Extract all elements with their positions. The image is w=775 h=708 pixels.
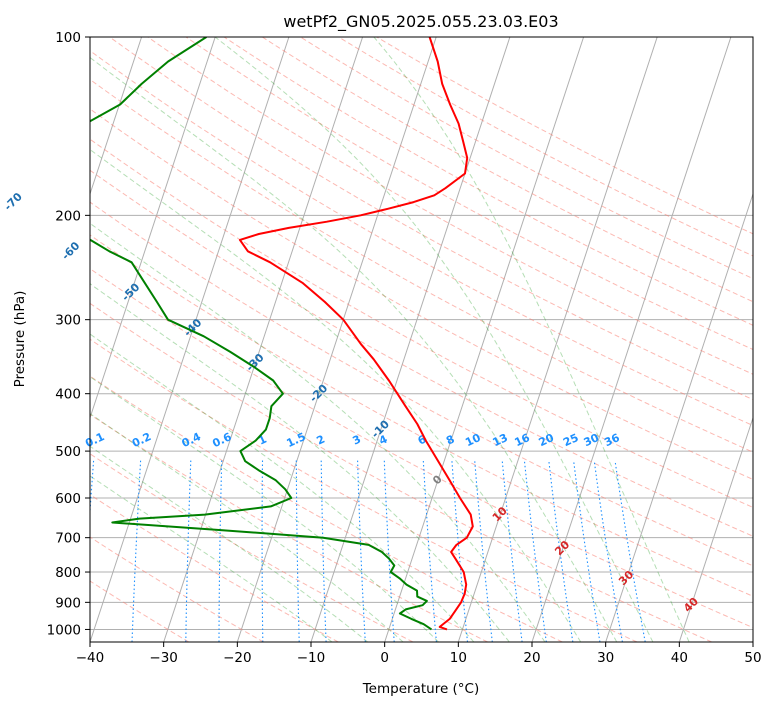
chart-title: wetPf2_GN05.2025.055.23.03.E03	[283, 12, 558, 32]
isotherm-line	[457, 37, 658, 642]
x-tick-label: 20	[523, 650, 540, 666]
y-tick-label: 1000	[47, 622, 81, 638]
moist-adiabat	[373, 37, 690, 642]
mixing-ratio-line	[548, 460, 574, 642]
mixing-ratio-line	[523, 460, 547, 642]
mixing-ratio-label: 25	[561, 431, 580, 449]
dry-adiabat	[90, 201, 753, 567]
isotherm-line	[90, 37, 143, 196]
dry-adiabat	[90, 78, 753, 453]
dry-adiabat	[223, 37, 753, 326]
moist-adiabat	[90, 475, 333, 642]
dry-adiabat	[90, 494, 339, 642]
dry-adiabat	[109, 37, 753, 401]
pressure-gridlines	[90, 37, 753, 630]
x-tick-label: 0	[380, 650, 389, 666]
background-lines	[90, 37, 753, 642]
x-tick-label: −30	[149, 650, 178, 666]
mixing-ratio-label: 36	[602, 431, 622, 449]
dry-adiabat	[147, 37, 753, 375]
mixing-ratio-label: 30	[582, 431, 602, 449]
dry-adiabat	[90, 302, 712, 642]
dry-adiabat	[376, 37, 753, 235]
dry-adiabat	[90, 268, 753, 629]
y-axis-label: Pressure (hPa)	[12, 291, 28, 388]
moist-adiabat	[90, 445, 368, 642]
plot-frame	[89, 36, 754, 643]
mixing-ratio-label: 16	[513, 431, 533, 449]
isotherm-line	[678, 416, 753, 642]
temperature-profile-line	[238, 37, 474, 631]
x-tick-label: −40	[76, 650, 105, 666]
mixing-ratio-label: 10	[463, 431, 483, 449]
y-tick-label: 900	[55, 595, 81, 611]
moist-adiabat	[90, 148, 582, 642]
isotherm-line	[163, 37, 364, 642]
moist-adiabat	[214, 37, 654, 642]
x-tick-label: −20	[223, 650, 252, 666]
dry-adiabat	[262, 37, 753, 303]
x-tick-label: 50	[744, 650, 761, 666]
x-axis: −40 −30 −20 −10 0 10 20 30 40 50	[76, 642, 762, 666]
moist-adiabat	[90, 376, 439, 642]
mixing-ratio-lines	[90, 460, 646, 642]
y-tick-label: 600	[55, 491, 81, 507]
mixing-ratio-line	[501, 460, 523, 642]
dry-adiabat	[90, 453, 414, 642]
y-tick-label: 100	[55, 30, 81, 46]
isotherm-line	[605, 192, 753, 642]
y-tick-label: 700	[55, 531, 81, 547]
isotherm-line	[236, 37, 437, 642]
isotherm-line	[384, 37, 585, 642]
moist-adiabat	[90, 333, 475, 642]
y-tick-label: 400	[55, 387, 81, 403]
isotherm-line	[90, 37, 290, 642]
dewpoint-profile-line	[90, 37, 433, 631]
x-tick-label: 10	[450, 650, 467, 666]
y-tick-label: 300	[55, 313, 81, 329]
y-tick-label: 200	[55, 208, 81, 224]
isotherm-line	[90, 37, 216, 420]
dry-adiabat	[90, 234, 753, 597]
moist-adiabat	[90, 283, 510, 642]
y-axis: 100 200 300 400 500 600 700 800 900 1000	[47, 30, 90, 638]
x-tick-label: 40	[671, 650, 688, 666]
mixing-ratio-line	[593, 460, 623, 642]
mixing-ratio-label: 13	[491, 431, 510, 449]
y-tick-label: 800	[55, 565, 81, 581]
mixing-ratio-line	[573, 460, 601, 642]
dry-adiabat	[90, 536, 264, 642]
x-tick-label: −10	[297, 650, 326, 666]
dry-adiabat	[90, 138, 753, 508]
profiles	[90, 37, 474, 631]
x-axis-label: Temperature (°C)	[362, 681, 480, 697]
moist-adiabats	[90, 37, 690, 642]
y-tick-label: 500	[55, 444, 81, 460]
mixing-ratio-label: 20	[537, 431, 557, 449]
dry-adiabat	[185, 37, 753, 351]
moist-adiabat	[90, 222, 546, 642]
isotherm-line	[531, 37, 732, 642]
x-tick-label: 30	[597, 650, 614, 666]
mixing-ratio-line	[614, 460, 646, 642]
